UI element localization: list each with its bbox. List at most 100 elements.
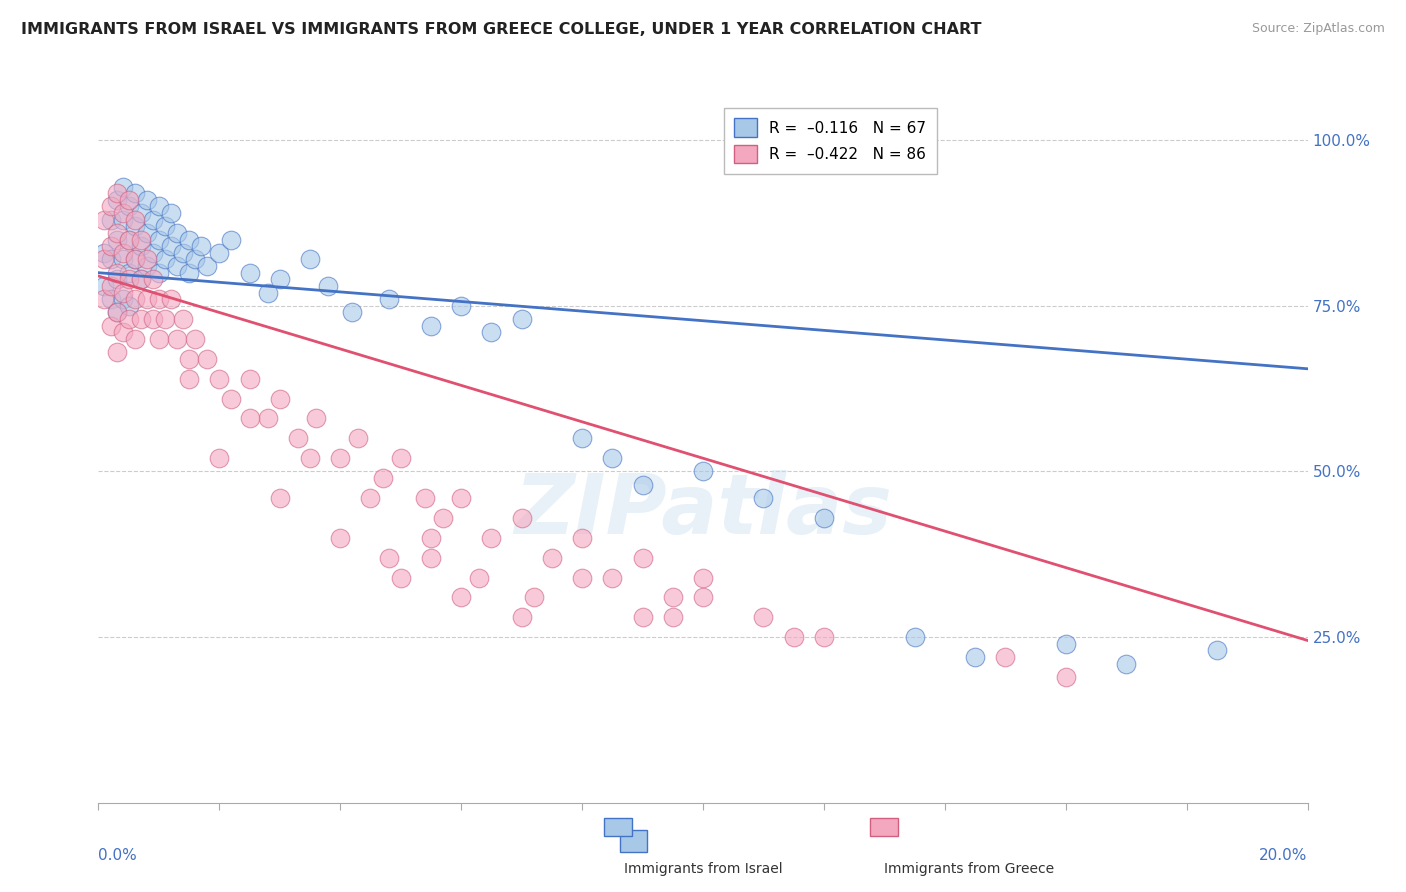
Point <box>377 292 399 306</box>
Point <box>1054 637 1077 651</box>
Point <box>118 193 141 207</box>
Point <box>692 570 714 584</box>
Point <box>129 239 152 253</box>
Text: Immigrants from Israel: Immigrants from Israel <box>624 862 782 876</box>
Point <box>124 332 146 346</box>
Point <box>184 332 207 346</box>
Point <box>124 186 146 201</box>
Point <box>129 206 152 220</box>
Point <box>105 233 128 247</box>
Point <box>752 610 775 624</box>
Point <box>420 531 443 545</box>
Point <box>813 630 835 644</box>
Point <box>692 465 714 479</box>
Point <box>142 212 165 227</box>
Point <box>142 245 165 260</box>
Point <box>111 292 134 306</box>
Point <box>135 226 157 240</box>
Text: IMMIGRANTS FROM ISRAEL VS IMMIGRANTS FROM GREECE COLLEGE, UNDER 1 YEAR CORRELATI: IMMIGRANTS FROM ISRAEL VS IMMIGRANTS FRO… <box>21 22 981 37</box>
Point <box>100 318 122 333</box>
Point <box>129 272 152 286</box>
Point <box>105 305 128 319</box>
Point <box>100 212 122 227</box>
Point <box>124 212 146 227</box>
Point <box>360 491 382 505</box>
Point <box>783 630 806 644</box>
Point <box>692 591 714 605</box>
Point <box>329 531 352 545</box>
Point <box>389 570 412 584</box>
Point <box>172 245 194 260</box>
Point <box>571 570 593 584</box>
Text: 20.0%: 20.0% <box>1260 848 1308 863</box>
Point <box>371 471 394 485</box>
Point <box>631 610 654 624</box>
Point <box>179 233 201 247</box>
Point <box>100 239 122 253</box>
Point <box>432 511 454 525</box>
Point <box>305 411 328 425</box>
Point <box>540 550 562 565</box>
Point <box>118 266 141 280</box>
Point <box>450 299 472 313</box>
Point <box>93 252 115 267</box>
Point <box>239 411 262 425</box>
Point <box>208 372 231 386</box>
Point <box>208 245 231 260</box>
Point <box>100 252 122 267</box>
Point <box>118 272 141 286</box>
Point <box>221 233 243 247</box>
Point <box>135 292 157 306</box>
Point <box>148 332 170 346</box>
Point <box>111 179 134 194</box>
Point <box>631 477 654 491</box>
Point <box>166 332 188 346</box>
Point <box>329 451 352 466</box>
Point <box>221 392 243 406</box>
Point <box>153 219 176 234</box>
Point <box>661 610 683 624</box>
Point <box>631 550 654 565</box>
Point <box>105 345 128 359</box>
Point <box>813 511 835 525</box>
Point <box>179 372 201 386</box>
Point <box>105 226 128 240</box>
Point <box>523 591 546 605</box>
Point <box>510 511 533 525</box>
Point <box>111 326 134 340</box>
Point <box>129 312 152 326</box>
Point <box>450 591 472 605</box>
Point <box>166 259 188 273</box>
Point <box>111 245 134 260</box>
Point <box>316 279 339 293</box>
Point <box>179 266 201 280</box>
Point <box>105 186 128 201</box>
Point <box>1206 643 1229 657</box>
Point <box>118 199 141 213</box>
Point <box>287 431 309 445</box>
FancyBboxPatch shape <box>603 819 631 837</box>
Point <box>468 570 491 584</box>
Point <box>111 206 134 220</box>
Point <box>148 292 170 306</box>
Text: Source: ZipAtlas.com: Source: ZipAtlas.com <box>1251 22 1385 36</box>
Point <box>160 292 183 306</box>
Point <box>208 451 231 466</box>
Point <box>118 233 141 247</box>
Point <box>510 312 533 326</box>
Point <box>377 550 399 565</box>
Text: 0.0%: 0.0% <box>98 848 138 863</box>
Point <box>420 318 443 333</box>
Point <box>160 239 183 253</box>
Point <box>100 292 122 306</box>
Point <box>100 199 122 213</box>
Point <box>481 531 503 545</box>
Point <box>752 491 775 505</box>
Point <box>450 491 472 505</box>
Point <box>105 193 128 207</box>
Point <box>571 531 593 545</box>
Point <box>118 312 141 326</box>
Point <box>299 252 322 267</box>
Point <box>413 491 436 505</box>
Point <box>179 351 201 366</box>
